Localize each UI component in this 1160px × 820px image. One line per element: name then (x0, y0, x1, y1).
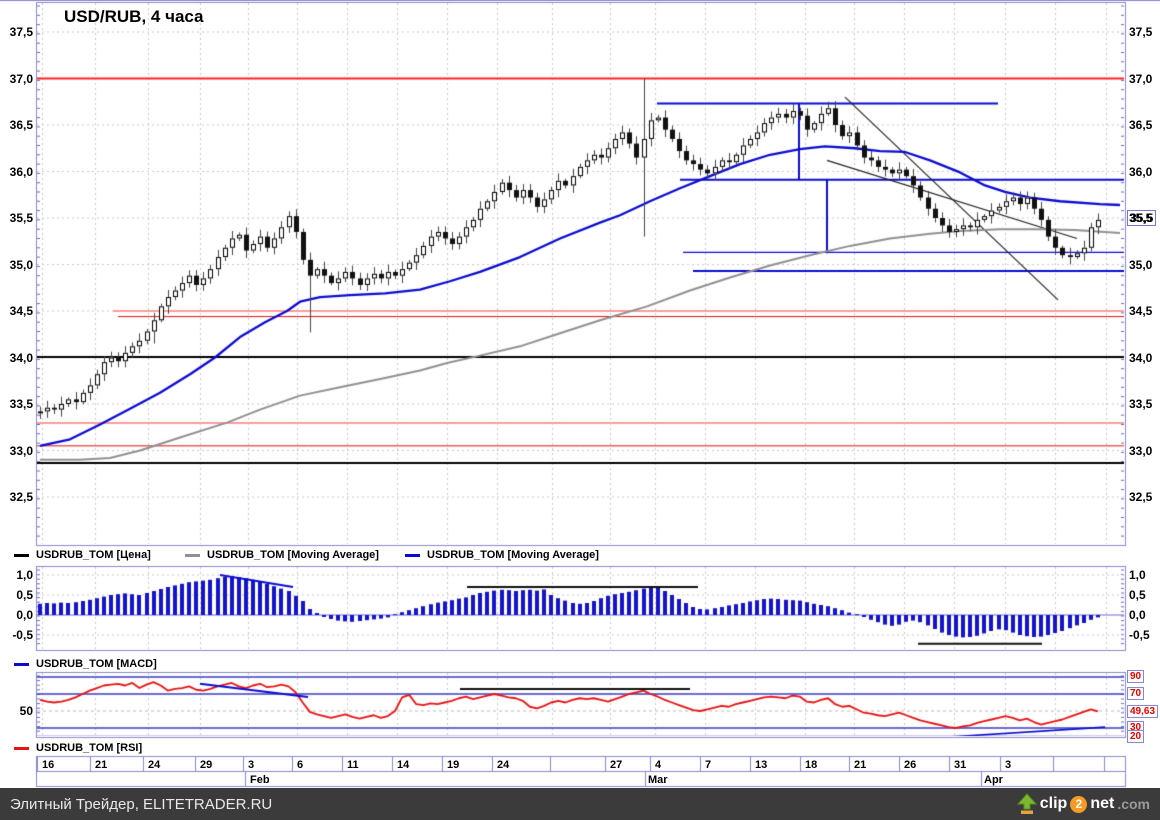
price-axis-label: 33,0 (9, 443, 33, 458)
price-axis-label: 33,0 (1129, 443, 1153, 458)
macd-axis-label: 0,5 (1129, 588, 1146, 602)
page-title: USD/RUB, 4 часа (64, 7, 204, 26)
rsi-line-swatch-icon (14, 746, 29, 750)
macd-axis-label: 0,0 (1129, 608, 1146, 622)
date-tick-label: 21 (854, 758, 867, 771)
date-tick-label: 11 (347, 758, 359, 771)
price-axis-label: 35,5 (1129, 211, 1153, 225)
rsi-current-badge: 49,63 (1127, 705, 1159, 718)
legend-item-macd: USDRUB_TOM [MACD] (14, 658, 157, 670)
macd-axis-label: -0,5 (12, 628, 33, 642)
logo-text-clip: clip (1039, 795, 1068, 812)
date-tick-label: 24 (497, 758, 510, 771)
price-axis-label: 34,0 (9, 350, 33, 365)
date-tick-label: 13 (755, 758, 768, 771)
price-axis-label: 34,0 (1129, 350, 1153, 365)
macd-axis-label: 1,0 (1129, 568, 1146, 582)
legend-label: USDRUB_TOM [Цена] (36, 549, 151, 561)
month-tick-label: Apr (984, 773, 1003, 786)
date-tick-label: 4 (655, 758, 662, 771)
macd-axis-label: 0,5 (16, 588, 33, 602)
date-tick-label: 7 (705, 758, 712, 771)
price-line-swatch-icon (14, 553, 29, 557)
legend-item-price: USDRUB_TOM [Цена] (14, 549, 151, 561)
rsi-axis-label: 50 (19, 704, 33, 718)
date-tick-label: 3 (1005, 758, 1012, 771)
date-tick-label: 16 (42, 758, 55, 771)
date-tick-label: 6 (297, 758, 304, 771)
price-axis-label: 36,5 (9, 118, 33, 132)
date-tick-label: 27 (610, 758, 623, 771)
legend-label: USDRUB_TOM [Moving Average] (207, 549, 379, 561)
legend-item-ma-blue: USDRUB_TOM [Moving Average] (405, 549, 599, 561)
ma-blue-swatch-icon (405, 553, 420, 557)
ma-gray-swatch-icon (185, 553, 200, 557)
logo-text-net: net (1090, 795, 1115, 812)
date-tick-label: 21 (95, 758, 108, 771)
price-axis-label: 36,0 (1129, 164, 1153, 179)
rsi-level-badge-20: 20 (1127, 730, 1145, 743)
macd-line-swatch-icon (14, 662, 29, 666)
legend-label: USDRUB_TOM [MACD] (36, 658, 157, 670)
month-tick-label: Feb (250, 773, 270, 786)
date-tick-label: 14 (397, 758, 410, 771)
price-axis-label: 32,5 (1129, 490, 1153, 504)
logo-text-com: .com (1117, 796, 1150, 812)
date-tick-label: 31 (954, 758, 967, 771)
date-tick-label: 18 (805, 758, 818, 771)
price-axis-label: 37,0 (9, 71, 33, 86)
footer-credit-text: Элитный Трейдер, ELITETRADER.RU (10, 795, 273, 813)
macd-axis-label: -0,5 (1129, 628, 1150, 642)
macd-axis-label: 0,0 (16, 608, 33, 622)
upload-arrow-icon (1016, 793, 1037, 814)
legend-label: USDRUB_TOM [Moving Average] (427, 549, 599, 561)
legend-item-ma-gray: USDRUB_TOM [Moving Average] (185, 549, 379, 561)
logo-badge-2: 2 (1070, 795, 1088, 813)
main-legend: USDRUB_TOM [Цена] USDRUB_TOM [Moving Ave… (14, 549, 1114, 563)
clip2net-logo: clip 2 net .com (1016, 793, 1150, 815)
legend-item-rsi: USDRUB_TOM [RSI] (14, 742, 142, 754)
price-axis-label: 35,0 (1129, 257, 1153, 272)
price-axis-label: 36,5 (1129, 118, 1153, 132)
price-axis-label: 33,5 (1129, 397, 1153, 411)
price-axis-label: 33,5 (9, 397, 33, 411)
date-tick-label: 24 (148, 758, 161, 771)
legend-label: USDRUB_TOM [RSI] (36, 742, 143, 754)
price-axis-label: 34,5 (1129, 304, 1153, 318)
macd-axis-label: 1,0 (16, 568, 33, 582)
price-axis-label: 32,5 (9, 490, 33, 504)
price-axis-label: 37,5 (9, 25, 33, 39)
price-axis-label: 35,0 (9, 257, 33, 272)
date-tick-label: 3 (248, 758, 255, 771)
footer-watermark-bar: Элитный Трейдер, ELITETRADER.RU clip 2 n… (0, 788, 1160, 820)
price-axis-label: 36,0 (9, 164, 33, 179)
price-axis-label: 37,0 (1129, 71, 1153, 86)
month-tick-label: Mar (648, 773, 668, 786)
rsi-level-badge-90: 90 (1127, 670, 1145, 683)
price-axis-label: 35,5 (9, 211, 33, 225)
rsi-level-badge-70: 70 (1127, 687, 1145, 700)
price-axis-label: 34,5 (9, 304, 33, 318)
date-tick-label: 26 (904, 758, 917, 771)
price-axis-label: 37,5 (1129, 25, 1153, 39)
date-tick-label: 19 (447, 758, 460, 771)
current-price-badge: 35,5 (1127, 210, 1157, 226)
date-tick-label: 29 (200, 758, 213, 771)
